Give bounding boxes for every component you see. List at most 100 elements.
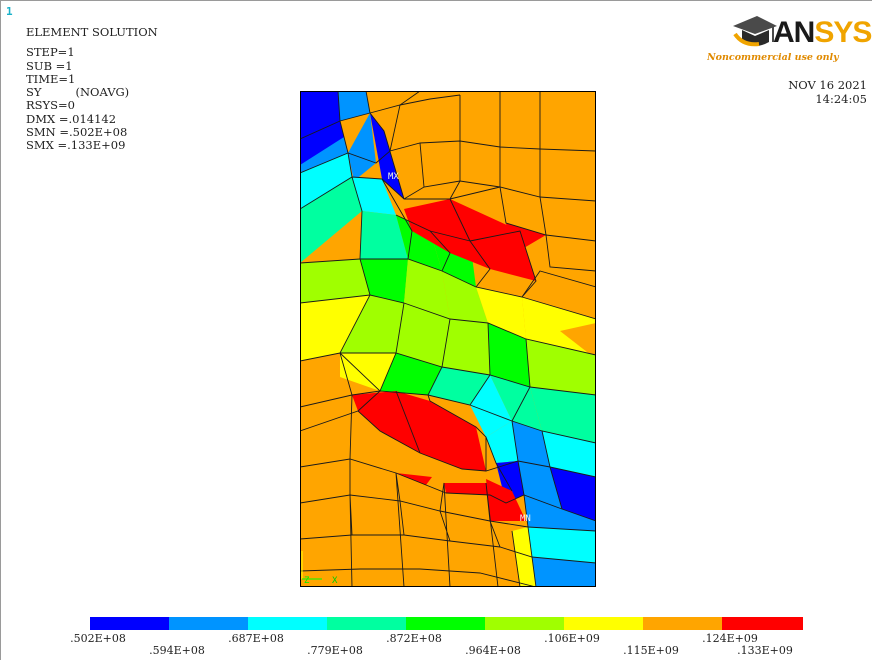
- contour-patch: [488, 323, 530, 387]
- contour-patch: [300, 91, 340, 139]
- contour-patch: [512, 421, 550, 467]
- contour-patch: [300, 177, 362, 263]
- legend-label-bottom: .133E+09: [737, 644, 793, 657]
- legend-swatch: [248, 617, 327, 630]
- legend-swatch: [564, 617, 643, 630]
- info-time: TIME=1: [26, 71, 76, 86]
- mesh-line: [499, 186, 596, 242]
- mesh-line: [439, 482, 451, 587]
- mesh-line: [449, 95, 461, 200]
- mesh-line: [300, 410, 596, 478]
- logo-subtitle: Noncommercial use only: [707, 52, 839, 63]
- contour-patch: [496, 461, 524, 503]
- contour-patch: [380, 353, 442, 395]
- mesh-line: [511, 530, 521, 587]
- info-sub: SUB =1: [26, 58, 73, 73]
- mesh-line: [539, 91, 596, 272]
- legend-swatch: [90, 617, 169, 630]
- contour-patch: [524, 495, 596, 531]
- legend-swatch: [327, 617, 406, 630]
- mesh-line: [395, 390, 421, 454]
- min-marker: MN: [520, 514, 531, 524]
- svg-text:Z: Z: [304, 576, 310, 586]
- contour-patch: [396, 215, 442, 271]
- mesh-line: [427, 318, 451, 402]
- info-item: SY: [26, 85, 42, 100]
- legend-swatch: [722, 617, 803, 630]
- mesh-line: [485, 436, 513, 492]
- element-mesh: [300, 91, 596, 587]
- legend-label-top: .124E+09: [702, 632, 758, 645]
- legend-label-bottom: .779E+08: [307, 644, 363, 657]
- contour-plot[interactable]: MX MN Z X: [300, 91, 596, 587]
- contour-patch: [338, 91, 370, 121]
- window-number: 1: [6, 5, 13, 18]
- info-step: STEP=1: [26, 45, 75, 60]
- mesh-line: [365, 91, 405, 200]
- plot-time: 14:24:05: [815, 92, 867, 106]
- info-avg: (NOAVG): [75, 85, 130, 100]
- legend-label-top: .687E+08: [228, 632, 284, 645]
- legend-swatch: [485, 617, 564, 630]
- legend-label-bottom: .594E+08: [149, 644, 205, 657]
- legend-color-bar: [90, 617, 803, 630]
- mesh-line: [389, 91, 421, 152]
- legend-label-top: .106E+09: [544, 632, 600, 645]
- solution-title: ELEMENT SOLUTION: [26, 25, 158, 39]
- contour-patch: [300, 153, 352, 209]
- mesh-line: [449, 198, 471, 242]
- info-rsys: RSYS=0: [26, 98, 75, 113]
- graduation-cap-icon: [733, 16, 777, 47]
- contour-patch: [352, 177, 396, 215]
- mesh-line: [381, 178, 413, 260]
- mesh-line: [349, 394, 353, 460]
- info-smx: SMX =.133E+09: [26, 138, 126, 153]
- contour-patch: [352, 391, 486, 471]
- contour-patch: [528, 527, 596, 563]
- svg-text:X: X: [332, 576, 338, 586]
- legend-label-top: .872E+08: [386, 632, 442, 645]
- legend-swatch: [406, 617, 485, 630]
- mesh-line: [300, 390, 596, 444]
- mesh-line: [379, 302, 405, 392]
- mesh-line: [349, 494, 353, 587]
- contour-patch: [360, 259, 408, 303]
- mesh-line: [419, 142, 425, 188]
- mesh-line: [300, 458, 596, 522]
- mesh-line: [469, 230, 537, 298]
- logo-wordmark: ANSYS: [773, 16, 872, 49]
- mesh-line: [485, 482, 501, 587]
- contour-patch: [550, 467, 596, 521]
- mesh-line: [337, 91, 371, 396]
- contour-patch: [518, 461, 562, 509]
- contour-patch: [470, 375, 512, 437]
- mesh-line: [511, 338, 531, 422]
- contour-patch: [348, 113, 376, 181]
- mesh-line: [521, 270, 596, 298]
- contour-patch: [360, 211, 408, 259]
- plot-date: NOV 16 2021: [788, 78, 867, 92]
- contour-patch: [560, 323, 596, 359]
- solution-info-panel: ELEMENT SOLUTION STEP=1 SUB =1 TIME=1 SY…: [26, 25, 158, 153]
- contour-patch: [300, 295, 370, 361]
- coordinate-triad-icon: Z X: [301, 551, 338, 586]
- legend-label-bottom: .115E+09: [623, 644, 679, 657]
- contour-patch: [396, 473, 432, 485]
- legend-swatch: [643, 617, 722, 630]
- legend-label-bottom: .964E+08: [465, 644, 521, 657]
- contour-patch: [370, 113, 404, 199]
- info-dmx: DMX =.014142: [26, 111, 117, 126]
- mesh-line: [469, 322, 491, 406]
- contour-patch: [530, 387, 596, 443]
- contour-patch: [404, 259, 450, 319]
- mesh-line: [511, 420, 537, 587]
- contour-patch: [486, 479, 526, 521]
- contour-patch: [486, 421, 518, 463]
- contour-patch: [300, 121, 344, 165]
- timestamp: NOV 16 2021 14:24:05: [788, 78, 867, 106]
- contour-patch: [444, 483, 490, 495]
- mesh-line: [541, 430, 563, 510]
- mesh-line: [300, 94, 461, 140]
- info-item-row: SY (NOAVG): [26, 85, 158, 100]
